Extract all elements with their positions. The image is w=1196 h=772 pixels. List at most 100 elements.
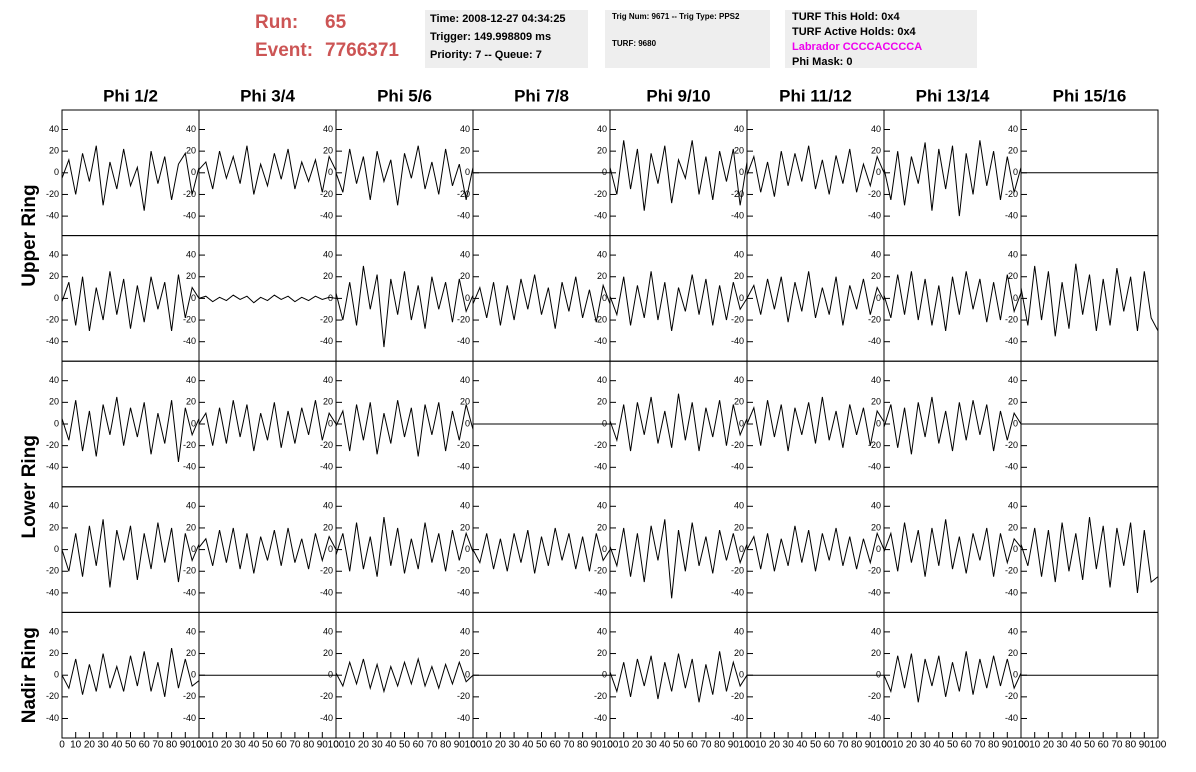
x-tick-label: 100: [1150, 740, 1167, 751]
waveform: [746, 396, 885, 452]
y-tick-label: -20: [320, 314, 333, 324]
panel-frame: [746, 360, 885, 488]
y-tick-label: 40: [460, 375, 470, 385]
x-tick-label: 20: [632, 740, 644, 751]
y-tick-label: 40: [734, 124, 744, 134]
y-tick-label: -40: [46, 462, 59, 472]
y-tick-label: 40: [323, 626, 333, 636]
y-tick-label: 40: [1008, 375, 1018, 385]
waveform: [472, 527, 611, 574]
x-tick-label: 40: [1070, 740, 1082, 751]
x-tick-label: 60: [961, 740, 973, 751]
panel-frame: [746, 235, 885, 362]
y-tick-label: 20: [734, 271, 744, 281]
waveform: [1020, 517, 1159, 593]
waveform: [746, 271, 885, 326]
y-tick-label: 0: [602, 293, 607, 303]
x-tick-label: 50: [536, 740, 548, 751]
x-tick-label: 30: [372, 740, 384, 751]
x-tick-label: 40: [933, 740, 945, 751]
y-tick-label: -20: [1005, 314, 1018, 324]
panel-frame: [609, 235, 748, 362]
y-tick-label: 0: [739, 418, 744, 428]
y-tick-label: -40: [457, 587, 470, 597]
y-tick-label: 20: [460, 522, 470, 532]
y-tick-label: -20: [457, 189, 470, 199]
panel-frame: [335, 235, 474, 362]
waveform: [61, 519, 200, 588]
x-tick-label: 60: [550, 740, 562, 751]
y-tick-label: 40: [1008, 626, 1018, 636]
panel-frame: [335, 109, 474, 237]
y-tick-label: 20: [1008, 146, 1018, 156]
y-tick-label: -20: [1005, 691, 1018, 701]
y-tick-label: 20: [871, 522, 881, 532]
x-tick-label: 70: [563, 740, 575, 751]
y-tick-label: 0: [328, 670, 333, 680]
x-tick-label: 80: [303, 740, 315, 751]
waveform: [883, 519, 1022, 577]
x-tick-label: 70: [289, 740, 301, 751]
y-tick-label: 20: [597, 648, 607, 658]
y-tick-label: -40: [594, 462, 607, 472]
y-tick-label: -20: [46, 314, 59, 324]
y-tick-label: 20: [460, 146, 470, 156]
y-tick-label: -40: [594, 713, 607, 723]
x-tick-label: 0: [744, 740, 750, 751]
panel-frame: [61, 360, 200, 488]
x-tick-label: 20: [358, 740, 370, 751]
y-tick-label: 40: [597, 501, 607, 511]
waveform: [746, 525, 885, 572]
panel-frame: [609, 360, 748, 488]
x-tick-label: 20: [906, 740, 918, 751]
waveform: [198, 145, 337, 195]
y-tick-label: 0: [328, 418, 333, 428]
info-box: [605, 10, 770, 68]
y-tick-label: 40: [871, 626, 881, 636]
y-tick-label: -20: [320, 691, 333, 701]
waveform: [609, 271, 748, 331]
waveform: [883, 271, 1022, 331]
y-tick-label: 40: [871, 249, 881, 259]
y-tick-label: 20: [186, 522, 196, 532]
x-tick-label: 90: [865, 740, 877, 751]
x-tick-label: 50: [810, 740, 822, 751]
y-tick-label: 20: [871, 146, 881, 156]
x-tick-label: 100: [602, 740, 619, 751]
x-tick-label: 0: [607, 740, 613, 751]
info-box: [425, 10, 588, 68]
y-tick-label: 40: [49, 249, 59, 259]
y-tick-label: -20: [594, 691, 607, 701]
y-tick-label: -20: [868, 440, 881, 450]
x-tick-label: 20: [221, 740, 233, 751]
x-tick-label: 50: [947, 740, 959, 751]
y-tick-label: -20: [1005, 189, 1018, 199]
y-tick-label: -40: [320, 462, 333, 472]
y-tick-label: -20: [457, 566, 470, 576]
y-tick-label: 0: [876, 293, 881, 303]
waveform: [472, 274, 611, 329]
panel-frame: [198, 109, 337, 237]
y-tick-label: 0: [739, 544, 744, 554]
y-tick-label: 20: [49, 648, 59, 658]
panel-frame: [609, 611, 748, 739]
y-tick-label: -40: [731, 210, 744, 220]
waveform: [609, 651, 748, 703]
panel-frame: [883, 360, 1022, 488]
x-tick-label: 40: [659, 740, 671, 751]
y-tick-label: 0: [328, 167, 333, 177]
y-tick-label: 40: [1008, 249, 1018, 259]
x-tick-label: 100: [191, 740, 208, 751]
y-tick-label: 0: [876, 544, 881, 554]
info-line: Priority: 7 -- Queue: 7: [430, 49, 542, 61]
y-tick-label: -20: [868, 566, 881, 576]
panel-frame: [1020, 486, 1159, 613]
y-tick-label: -40: [1005, 462, 1018, 472]
x-tick-label: 20: [769, 740, 781, 751]
y-tick-label: 0: [465, 544, 470, 554]
y-tick-label: -20: [457, 314, 470, 324]
y-tick-label: 0: [739, 167, 744, 177]
x-tick-label: 90: [454, 740, 466, 751]
waveform: [61, 271, 200, 331]
y-tick-label: 20: [734, 522, 744, 532]
